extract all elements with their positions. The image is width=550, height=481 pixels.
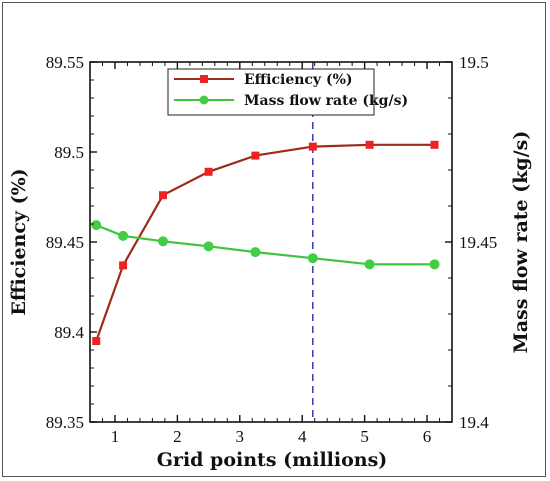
- right-y-tick-label: 19.4: [459, 413, 489, 432]
- efficiency-point: [159, 191, 168, 200]
- legend-mass-flow-label: Mass flow rate (kg/s): [244, 93, 408, 109]
- mass-flow-point: [429, 259, 440, 270]
- x-tick-label: 5: [360, 427, 369, 446]
- legend-mass-flow-marker: [199, 95, 209, 105]
- left-y-tick-label: 89.4: [54, 323, 84, 342]
- right-y-tick-label: 19.45: [459, 233, 497, 252]
- mass-flow-point: [118, 230, 129, 241]
- right-y-tick-label: 19.5: [459, 53, 489, 72]
- left-y-tick-label: 89.35: [46, 413, 84, 432]
- left-axis-title: Efficiency (%): [8, 168, 30, 315]
- efficiency-series-line: [95, 143, 435, 342]
- efficiency-point: [119, 261, 128, 270]
- efficiency-point: [430, 140, 439, 149]
- x-axis-title: Grid points (millions): [157, 449, 388, 471]
- left-y-tick-label: 89.45: [46, 233, 84, 252]
- x-tick-label: 1: [111, 427, 120, 446]
- mass-flow-point: [91, 220, 102, 231]
- mass-flow-point: [250, 247, 261, 258]
- plot-area: [90, 62, 452, 422]
- mass-flow-series-line: [95, 224, 435, 266]
- mass-flow-point: [158, 236, 169, 247]
- left-y-tick-label: 89.55: [46, 53, 84, 72]
- legend-efficiency-label: Efficiency (%): [244, 72, 353, 88]
- left-y-tick-label: 89.5: [54, 143, 84, 162]
- x-tick-label: 2: [173, 427, 182, 446]
- efficiency-point: [92, 337, 101, 345]
- efficiency-point: [204, 167, 213, 176]
- mass-flow-point: [364, 259, 375, 270]
- efficiency-point: [308, 142, 317, 151]
- x-tick-label: 6: [423, 427, 432, 446]
- right-axis-title: Mass flow rate (kg/s): [510, 131, 532, 354]
- x-tick-label: 4: [298, 427, 307, 446]
- x-tick-label: 3: [236, 427, 245, 446]
- mass-flow-point: [307, 253, 318, 264]
- mass-flow-point: [203, 241, 214, 252]
- efficiency-point: [365, 140, 374, 149]
- legend-efficiency-marker: [200, 75, 208, 83]
- efficiency-point: [251, 151, 260, 160]
